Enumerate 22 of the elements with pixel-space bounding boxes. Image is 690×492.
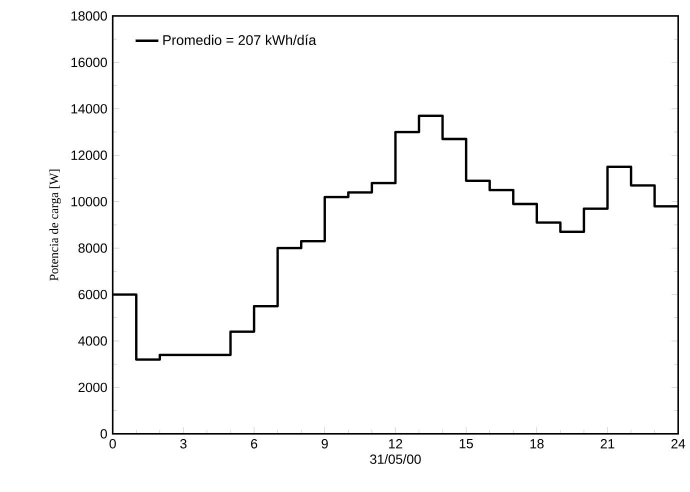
y-tick-label: 8000 [78,244,107,253]
x-tick-label: 6 [251,439,258,449]
y-tick-label: 0 [100,429,107,439]
x-tick-label: 24 [671,439,686,448]
x-axis-title: 31/05/00 [370,454,421,464]
y-tick-label: 12000 [72,150,107,160]
y-tick-label: 14000 [72,104,107,114]
legend-label: Promedio = 207 kWh/día [163,34,316,46]
y-tick-label: 10000 [72,197,107,207]
x-tick-label: 3 [180,439,187,449]
y-tick-label: 2000 [78,382,107,392]
y-tick-label: 4000 [78,336,107,346]
x-tick-label: 21 [600,439,614,448]
x-tick-label: 15 [460,439,473,448]
y-tick-label: 18000 [72,11,107,21]
y-axis-title: Potencia de carga [W] [49,170,61,281]
y-tick-label: 6000 [78,290,107,300]
x-tick-label: 12 [389,439,402,448]
x-tick-label: 18 [530,439,544,449]
x-tick-label: 0 [110,439,116,449]
x-tick-label: 9 [322,439,328,449]
y-tick-label: 16000 [72,58,107,68]
